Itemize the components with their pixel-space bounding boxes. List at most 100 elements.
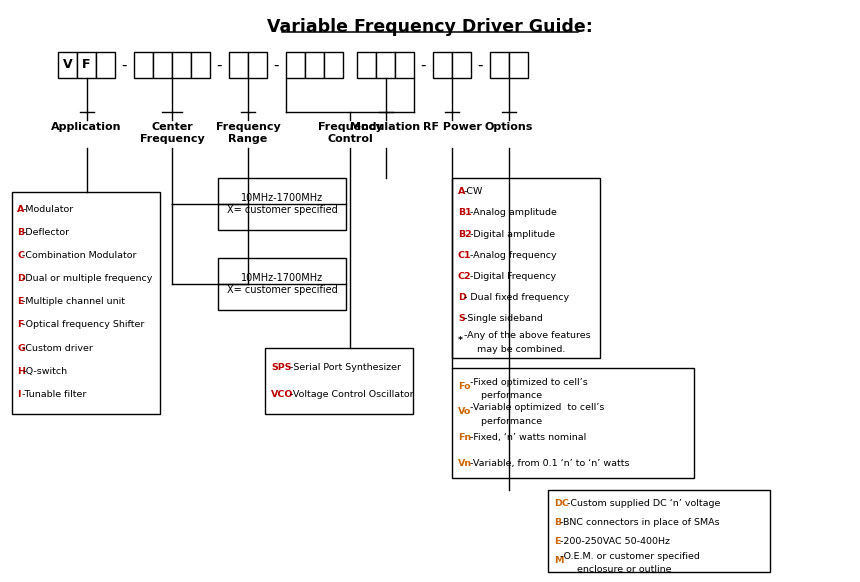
Text: -Analog amplitude: -Analog amplitude xyxy=(470,208,556,218)
Bar xyxy=(452,178,600,358)
Text: -: - xyxy=(216,58,222,73)
Bar xyxy=(490,52,509,78)
Text: -Combination Modulator: -Combination Modulator xyxy=(22,251,137,260)
Text: Fn: Fn xyxy=(458,433,471,442)
Text: -Variable, from 0.1 ‘n’ to ‘n’ watts: -Variable, from 0.1 ‘n’ to ‘n’ watts xyxy=(470,459,630,468)
Bar xyxy=(286,52,305,78)
Text: Variable Frequency Driver Guide:: Variable Frequency Driver Guide: xyxy=(267,18,593,36)
Text: G: G xyxy=(17,343,25,353)
Text: -CW: -CW xyxy=(464,187,483,196)
Text: -Serial Port Synthesizer: -Serial Port Synthesizer xyxy=(290,363,401,372)
Text: SPS: SPS xyxy=(271,363,292,372)
Bar xyxy=(153,52,172,78)
Text: A: A xyxy=(17,205,24,214)
Text: -200-250VAC 50-400Hz: -200-250VAC 50-400Hz xyxy=(561,537,671,546)
Text: -Any of the above features: -Any of the above features xyxy=(464,332,591,340)
Bar xyxy=(452,368,694,478)
Text: D: D xyxy=(17,274,25,283)
Text: -: - xyxy=(477,58,482,73)
Bar xyxy=(305,52,324,78)
Text: -Optical frequency Shifter: -Optical frequency Shifter xyxy=(22,321,144,329)
Text: H: H xyxy=(17,367,25,376)
Text: Application: Application xyxy=(52,122,122,132)
Text: Fo: Fo xyxy=(458,382,470,391)
Bar xyxy=(77,52,96,78)
Bar xyxy=(376,52,395,78)
Text: I: I xyxy=(17,390,21,399)
Text: -Modulator: -Modulator xyxy=(22,205,74,214)
Bar xyxy=(324,52,343,78)
Bar xyxy=(218,258,346,310)
Text: - Dual fixed frequency: - Dual fixed frequency xyxy=(464,293,569,302)
Text: *: * xyxy=(458,335,463,345)
Bar xyxy=(229,52,248,78)
Text: C1: C1 xyxy=(458,251,471,260)
Text: -: - xyxy=(121,58,126,73)
Text: M: M xyxy=(554,556,563,566)
Text: C: C xyxy=(17,251,24,260)
Text: -Multiple channel unit: -Multiple channel unit xyxy=(22,297,126,306)
Bar xyxy=(172,52,191,78)
Bar xyxy=(265,348,413,414)
Text: E: E xyxy=(554,537,561,546)
Text: -Fixed optimized to cell’s: -Fixed optimized to cell’s xyxy=(470,378,588,387)
Bar xyxy=(248,52,267,78)
Text: -Digital Frequency: -Digital Frequency xyxy=(470,272,556,281)
Text: 10MHz-1700MHz
X= customer specified: 10MHz-1700MHz X= customer specified xyxy=(227,273,337,295)
Text: -Single sideband: -Single sideband xyxy=(464,314,543,324)
Text: DC: DC xyxy=(554,499,568,508)
Text: Vn: Vn xyxy=(458,459,472,468)
Bar xyxy=(96,52,115,78)
Text: D: D xyxy=(458,293,466,302)
Text: B: B xyxy=(17,228,24,237)
Text: performance: performance xyxy=(472,417,542,425)
Text: B2: B2 xyxy=(458,230,472,239)
Text: S: S xyxy=(458,314,464,324)
Text: RF Power: RF Power xyxy=(422,122,482,132)
Text: -: - xyxy=(421,58,426,73)
Text: Frequency
Range: Frequency Range xyxy=(216,122,280,144)
Text: -Deflector: -Deflector xyxy=(22,228,70,237)
Text: F: F xyxy=(83,59,91,72)
Text: -Q-switch: -Q-switch xyxy=(22,367,68,376)
Text: E: E xyxy=(17,297,23,306)
Bar xyxy=(218,178,346,230)
Bar xyxy=(134,52,153,78)
Text: -Analog frequency: -Analog frequency xyxy=(470,251,556,260)
Text: Options: Options xyxy=(485,122,533,132)
Text: -Custom driver: -Custom driver xyxy=(22,343,94,353)
Bar xyxy=(12,192,160,414)
Text: V: V xyxy=(63,59,72,72)
Bar xyxy=(509,52,528,78)
Bar xyxy=(58,52,77,78)
Text: F: F xyxy=(17,321,23,329)
Text: -Variable optimized  to cell’s: -Variable optimized to cell’s xyxy=(470,403,605,413)
Text: Center
Frequency: Center Frequency xyxy=(139,122,205,144)
Text: -Dual or multiple frequency: -Dual or multiple frequency xyxy=(22,274,153,283)
Bar xyxy=(433,52,452,78)
Text: -Tunable filter: -Tunable filter xyxy=(22,390,87,399)
Text: -Voltage Control Oscillator: -Voltage Control Oscillator xyxy=(290,390,413,399)
Text: may be combined.: may be combined. xyxy=(468,345,565,353)
Text: B1: B1 xyxy=(458,208,472,218)
Text: enclosure or outline: enclosure or outline xyxy=(568,566,672,574)
Text: Modulation: Modulation xyxy=(350,122,421,132)
Text: A: A xyxy=(458,187,465,196)
Text: B: B xyxy=(554,519,561,527)
Text: -Fixed, ‘n’ watts nominal: -Fixed, ‘n’ watts nominal xyxy=(470,433,587,442)
Bar xyxy=(548,490,770,572)
Text: VCO: VCO xyxy=(271,390,293,399)
Text: -Custom supplied DC ‘n’ voltage: -Custom supplied DC ‘n’ voltage xyxy=(567,499,721,508)
Bar xyxy=(395,52,414,78)
Text: C2: C2 xyxy=(458,272,471,281)
Text: Vo: Vo xyxy=(458,407,471,417)
Bar xyxy=(191,52,210,78)
Text: performance: performance xyxy=(472,391,542,400)
Text: 10MHz-1700MHz
X= customer specified: 10MHz-1700MHz X= customer specified xyxy=(227,193,337,215)
Bar xyxy=(452,52,471,78)
Bar xyxy=(357,52,376,78)
Text: Frequency
Control: Frequency Control xyxy=(317,122,383,144)
Text: -: - xyxy=(273,58,279,73)
Text: -Digital amplitude: -Digital amplitude xyxy=(470,230,555,239)
Text: -O.E.M. or customer specified: -O.E.M. or customer specified xyxy=(561,552,700,562)
